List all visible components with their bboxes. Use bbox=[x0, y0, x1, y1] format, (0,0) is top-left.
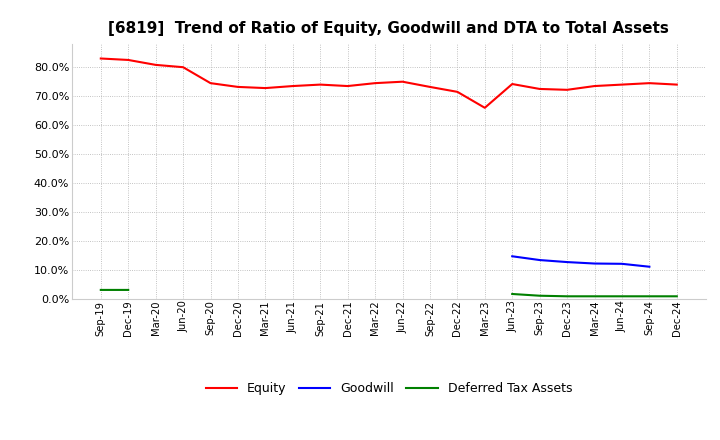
Equity bbox=[645, 81, 654, 86]
Line: Deferred Tax Assets: Deferred Tax Assets bbox=[101, 290, 677, 296]
Equity bbox=[508, 81, 516, 87]
Equity bbox=[179, 65, 187, 70]
Deferred Tax Assets bbox=[590, 293, 599, 299]
Equity bbox=[371, 81, 379, 86]
Goodwill bbox=[563, 260, 572, 265]
Deferred Tax Assets bbox=[672, 293, 681, 299]
Line: Equity: Equity bbox=[101, 59, 677, 108]
Deferred Tax Assets bbox=[618, 293, 626, 299]
Deferred Tax Assets bbox=[536, 293, 544, 298]
Equity bbox=[590, 84, 599, 89]
Equity bbox=[233, 84, 242, 90]
Deferred Tax Assets bbox=[508, 291, 516, 297]
Line: Goodwill: Goodwill bbox=[512, 256, 649, 267]
Equity bbox=[672, 82, 681, 87]
Goodwill bbox=[508, 253, 516, 259]
Equity bbox=[151, 62, 160, 67]
Deferred Tax Assets bbox=[645, 293, 654, 299]
Title: [6819]  Trend of Ratio of Equity, Goodwill and DTA to Total Assets: [6819] Trend of Ratio of Equity, Goodwil… bbox=[109, 21, 669, 36]
Equity bbox=[206, 81, 215, 86]
Deferred Tax Assets bbox=[563, 293, 572, 299]
Equity bbox=[316, 82, 325, 87]
Goodwill bbox=[618, 261, 626, 267]
Equity bbox=[261, 85, 270, 91]
Equity bbox=[96, 56, 105, 61]
Equity bbox=[536, 86, 544, 92]
Equity bbox=[343, 84, 352, 89]
Legend: Equity, Goodwill, Deferred Tax Assets: Equity, Goodwill, Deferred Tax Assets bbox=[201, 377, 577, 400]
Goodwill bbox=[536, 257, 544, 263]
Equity bbox=[124, 57, 132, 62]
Equity bbox=[453, 89, 462, 95]
Equity bbox=[289, 84, 297, 89]
Equity bbox=[480, 105, 489, 110]
Deferred Tax Assets bbox=[124, 287, 132, 293]
Equity bbox=[426, 84, 434, 90]
Equity bbox=[563, 87, 572, 92]
Goodwill bbox=[590, 261, 599, 266]
Equity bbox=[398, 79, 407, 84]
Deferred Tax Assets bbox=[96, 287, 105, 293]
Goodwill bbox=[645, 264, 654, 269]
Equity bbox=[618, 82, 626, 87]
